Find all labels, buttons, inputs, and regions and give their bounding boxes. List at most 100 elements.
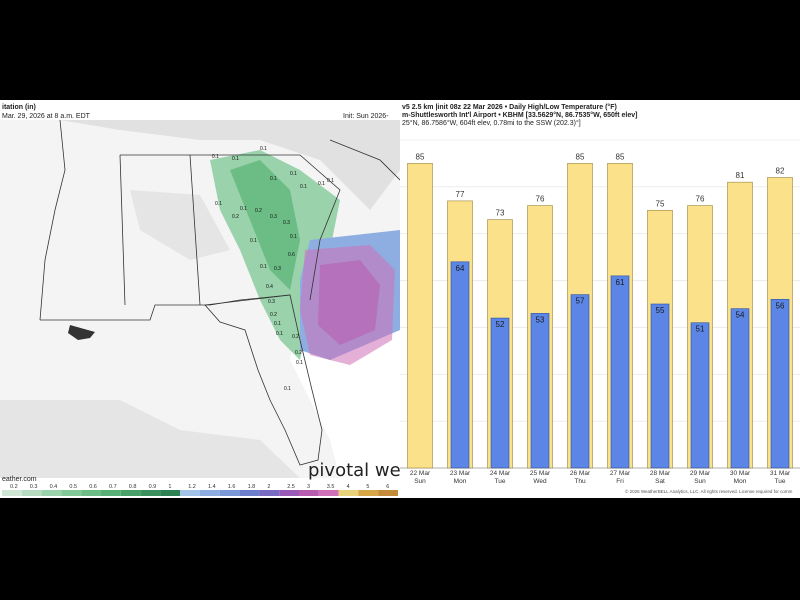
scale-swatch: [219, 490, 240, 496]
contour-label: 0.4: [266, 284, 273, 290]
scale-swatch: [200, 490, 220, 496]
map-watermark: pivotal we: [308, 460, 400, 481]
map-valid-time: Mar. 29, 2026 at 8 a.m. EDT: [2, 113, 90, 120]
contour-label: 0.1: [300, 184, 307, 190]
gray-precip-gulf: [0, 400, 300, 478]
scale-label: 0.8: [129, 484, 137, 490]
high-temp-label: 85: [416, 152, 425, 161]
low-temp-bar: [610, 275, 630, 469]
contour-label: 0.6: [288, 252, 295, 258]
map-init-time: Init: Sun 2026-: [343, 113, 389, 120]
scale-label: 0.6: [89, 484, 97, 490]
scale-swatch: [239, 490, 260, 496]
x-tick-date: 22 Mar: [410, 470, 431, 477]
low-temp-label: 64: [456, 264, 465, 273]
x-tick-day: Mon: [454, 478, 467, 485]
contour-label: 0.1: [240, 206, 247, 212]
scale-swatch: [318, 490, 339, 496]
x-tick-day: Mon: [734, 478, 747, 485]
contour-label: 0.1: [318, 181, 325, 187]
chart-header-line1: v5 2.5 km |init 08z 22 Mar 2026 • Daily …: [402, 104, 617, 111]
scale-swatch: [358, 490, 379, 496]
contour-label: 0.1: [215, 201, 222, 207]
scale-swatch: [140, 490, 161, 496]
green-precip-core: [230, 160, 300, 290]
x-tick-day: Thu: [574, 478, 586, 485]
scale-label: 1.6: [228, 484, 236, 490]
precipitation-map-panel: 0.1 0.1 0.1 0.1 0.1 0.1 0.1 0.1 0.1 0.1 0.2 0.2 0.3 0…: [0, 100, 400, 498]
scale-swatch: [338, 490, 359, 496]
low-temp-label: 57: [576, 297, 585, 306]
low-temp-label: 56: [776, 301, 785, 310]
low-temp-bar: [650, 303, 670, 469]
chart-header-line3: 25°N, 86.7586°W, 604ft elev, 0.78mi to t…: [402, 120, 581, 127]
scale-swatch: [2, 490, 22, 496]
contour-label: 0.3: [270, 214, 277, 220]
low-temp-bar: [490, 317, 510, 469]
chart-footer: © 2026 WeatherBELL Analytics, LLC. All r…: [625, 489, 793, 494]
contour-label: 0.1: [274, 321, 281, 327]
high-temp-label: 85: [576, 152, 585, 161]
contour-label: 0.1: [260, 264, 267, 270]
x-tick-day: Sun: [414, 478, 426, 485]
scale-swatch: [378, 490, 398, 496]
louisiana-delta: [68, 325, 95, 340]
scale-label: 6: [386, 484, 389, 490]
chart-header-line2: m-Shuttlesworth Int'l Airport • KBHM [33…: [402, 112, 638, 119]
low-temp-label: 51: [696, 325, 705, 334]
scale-label: 0.9: [149, 484, 157, 490]
low-temp-label: 54: [736, 311, 745, 320]
low-temp-bar: [770, 299, 790, 469]
high-temp-label: 75: [656, 199, 665, 208]
contour-label: 0.1: [270, 176, 277, 182]
x-tick-day: Sat: [655, 478, 665, 485]
contour-label: 0.1: [232, 156, 239, 162]
high-temp-label: 73: [496, 209, 505, 218]
scale-swatch: [120, 490, 141, 496]
x-tick-date: 28 Mar: [650, 470, 671, 477]
x-tick-date: 31 Mar: [770, 470, 791, 477]
contour-label: 0.1: [260, 146, 267, 152]
scale-label: 0.7: [109, 484, 117, 490]
florida-outline: [204, 294, 323, 466]
x-tick-date: 27 Mar: [610, 470, 631, 477]
contour-label: 0.1: [276, 331, 283, 337]
x-tick-date: 24 Mar: [490, 470, 511, 477]
scale-swatch: [259, 490, 280, 496]
color-scale: 0.2 0.3 0.4 0.5 0.6 0.7 0.8 0.9 1 1.2 1.4 1.6 1.8 2 2.…: [2, 484, 398, 496]
scale-label: 3.5: [327, 484, 335, 490]
scale-label: 1: [168, 484, 171, 490]
x-tick-date: 30 Mar: [730, 470, 751, 477]
chart-bars: [407, 163, 793, 469]
contour-label: 0.1: [284, 386, 291, 392]
high-temp-label: 76: [696, 195, 705, 204]
contour-label: 0.1: [327, 178, 334, 184]
high-temp-label: 81: [736, 171, 745, 180]
contour-label: 0.2: [270, 312, 277, 318]
map-title: itation (in): [2, 104, 36, 111]
gray-precip-north: [0, 120, 400, 210]
contour-label: 0.3: [268, 299, 275, 305]
high-temp-label: 85: [616, 152, 625, 161]
x-tick-day: Wed: [533, 478, 547, 485]
contour-label: 0.2: [292, 334, 299, 340]
contour-label: 0.3: [274, 266, 281, 272]
x-tick-day: Tue: [495, 478, 506, 485]
scale-label: 3: [307, 484, 310, 490]
contour-label: 0.1: [290, 171, 297, 177]
x-tick-date: 26 Mar: [570, 470, 591, 477]
x-tick-day: Tue: [775, 478, 786, 485]
scale-label: 0.3: [30, 484, 38, 490]
scale-swatch: [81, 490, 101, 496]
x-tick-date: 25 Mar: [530, 470, 551, 477]
low-temp-bar: [530, 313, 550, 469]
scale-label: 4: [347, 484, 350, 490]
scale-label: 0.4: [50, 484, 58, 490]
contour-label: 0.1: [296, 360, 303, 366]
low-temp-label: 53: [536, 315, 545, 324]
contour-label: 0.1: [290, 234, 297, 240]
scale-label: 1.8: [248, 484, 256, 490]
contour-label: 0.1: [250, 238, 257, 244]
